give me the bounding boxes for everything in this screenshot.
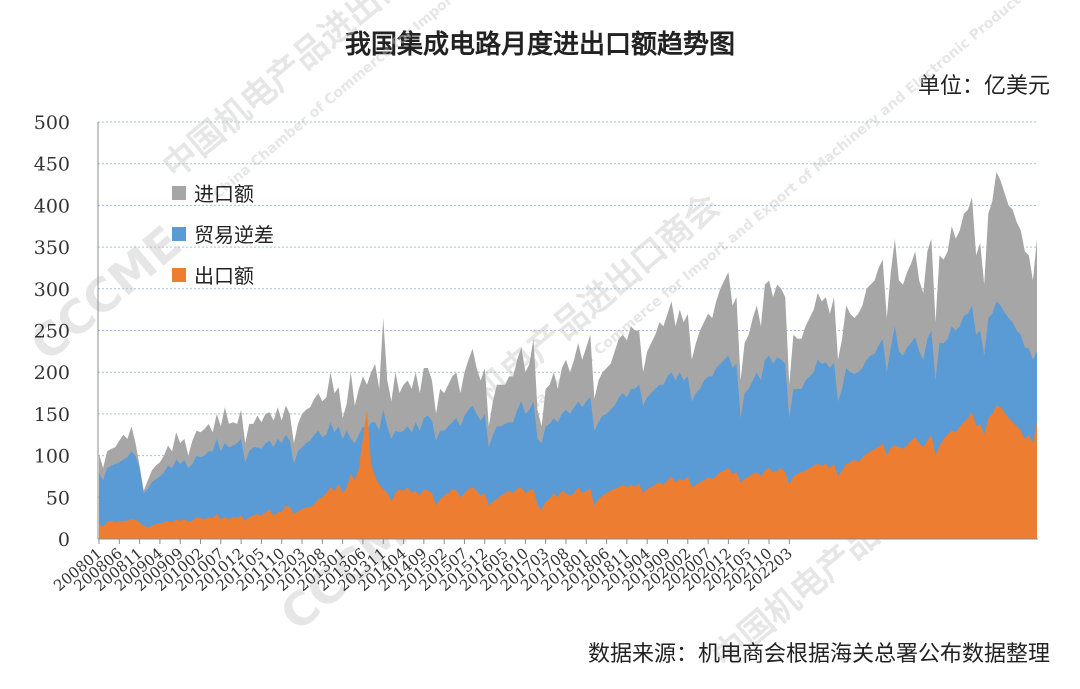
legend-label-export: 出口额: [194, 264, 254, 288]
series-export-area: [99, 405, 1037, 539]
y-tick-label: 300: [34, 279, 70, 301]
chart-title: 我国集成电路月度进出口额趋势图: [344, 30, 735, 60]
legend-item-export: 出口额: [172, 254, 274, 295]
data-source: 数据来源：机电商会根据海关总署公布数据整理: [587, 642, 1050, 667]
y-tick-label: 250: [34, 321, 70, 343]
y-tick-label: 350: [34, 237, 70, 259]
y-tick-label: 100: [34, 446, 70, 468]
legend-swatch-import: [172, 185, 186, 200]
y-tick-label: 150: [34, 404, 70, 426]
legend-item-import: 进口额: [172, 172, 274, 213]
y-tick-label: 50: [46, 487, 70, 509]
legend-label-import: 进口额: [194, 182, 254, 206]
unit-label: 单位：亿美元: [917, 74, 1050, 99]
legend-swatch-export: [172, 267, 186, 282]
y-tick-label: 500: [34, 112, 70, 134]
y-tick-label: 200: [34, 362, 70, 384]
legend-label-surplus: 贸易逆差: [194, 223, 274, 247]
legend-swatch-surplus: [172, 226, 186, 241]
y-tick-label: 450: [34, 154, 70, 176]
y-tick-label: 0: [58, 529, 70, 551]
legend-item-surplus: 贸易逆差: [172, 213, 274, 254]
y-tick-label: 400: [34, 195, 70, 217]
chart-legend: 进口额 贸易逆差 出口额: [172, 172, 274, 295]
